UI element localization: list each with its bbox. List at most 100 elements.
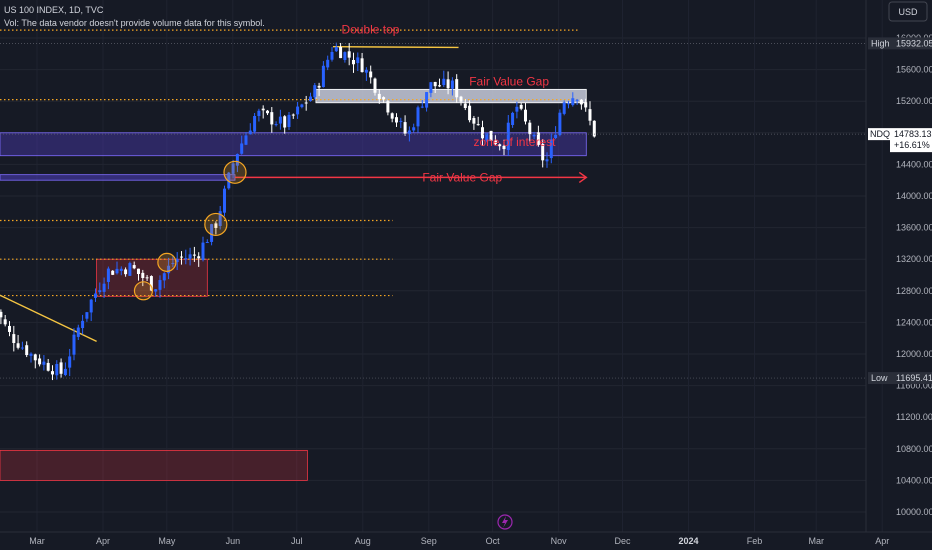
last-badge-symbol-bg: [868, 128, 890, 141]
time-tick-label: Dec: [614, 536, 631, 546]
candle: [214, 221, 218, 235]
candle: [158, 275, 162, 298]
time-tick-label: Aug: [355, 536, 371, 546]
candle: [81, 314, 85, 335]
price-tick-label: 11200.00: [896, 412, 932, 422]
annotations: Double top Fair Value Gap zone of interest…: [341, 22, 556, 184]
candle: [184, 249, 188, 265]
high-badge-label-bg: [868, 37, 894, 50]
candle: [115, 261, 119, 275]
last-badge-value-bg: [890, 128, 932, 153]
candle: [171, 255, 175, 268]
candle: [450, 77, 454, 96]
candle: [463, 99, 467, 111]
candle: [523, 102, 527, 125]
time-tick-label: 2024: [678, 536, 698, 546]
candle: [377, 89, 381, 104]
time-tick-label: May: [158, 536, 176, 546]
candle: [261, 105, 265, 119]
price-tick-label: 12000.00: [896, 349, 932, 359]
price-tick-label: 10000.00: [896, 507, 932, 517]
candle: [98, 282, 102, 295]
low-badge-label-bg: [868, 372, 894, 385]
candle: [554, 126, 558, 140]
candle: [334, 42, 338, 53]
candle: [287, 111, 291, 130]
candle: [455, 74, 459, 103]
candle: [218, 205, 222, 230]
candle: [425, 92, 429, 112]
time-axis[interactable]: Mar Apr May Jun Jul Aug Sep Oct Nov Dec 2024 Feb Mar…: [0, 531, 932, 546]
candle: [489, 130, 493, 142]
candle: [347, 42, 351, 66]
pivot-marker: [133, 281, 154, 301]
legend-symbol: US 100 INDEX, 1D, TVC: [4, 5, 104, 15]
candle: [575, 98, 579, 105]
currency-button[interactable]: USD: [888, 1, 928, 22]
time-tick-label: Mar: [29, 536, 45, 546]
candle: [519, 102, 523, 111]
candle: [403, 115, 407, 136]
candle: [25, 341, 29, 358]
pivot-marker: [204, 212, 228, 237]
fvg-lower-box: [0, 174, 236, 181]
trendline: [0, 294, 97, 342]
pivot-marker: [223, 160, 247, 184]
candle: [136, 268, 140, 281]
candles: [0, 42, 596, 381]
candle: [339, 42, 343, 59]
candle: [59, 358, 63, 378]
candle: [16, 334, 20, 350]
time-tick-label: Jul: [291, 536, 303, 546]
candle: [201, 236, 205, 262]
candle: [369, 65, 373, 84]
time-tick-label: Apr: [875, 536, 889, 546]
candle: [154, 288, 158, 297]
price-tick-label: 10800.00: [896, 444, 932, 454]
candle: [321, 61, 325, 88]
candle: [0, 309, 3, 325]
candle: [106, 266, 110, 290]
candle: [515, 101, 519, 119]
candle: [85, 312, 89, 322]
candle: [558, 109, 562, 137]
candle: [511, 111, 515, 128]
currency-label: USD: [898, 7, 918, 17]
candle: [351, 52, 355, 73]
candle: [429, 81, 433, 98]
candle: [528, 119, 532, 143]
candle: [89, 298, 93, 322]
candle: [592, 120, 596, 138]
candle: [317, 82, 321, 97]
candle: [7, 321, 11, 337]
candle: [420, 100, 424, 109]
zone-of-interest-box: [0, 132, 587, 157]
candle: [179, 251, 183, 265]
price-tick-label: 11600.00: [896, 381, 932, 391]
candle: [304, 95, 308, 111]
candle: [265, 109, 269, 116]
low-badge-value-bg: [894, 372, 932, 385]
candle: [128, 261, 132, 276]
candle: [433, 81, 437, 94]
low-badge-label: Low: [871, 373, 888, 383]
candle: [55, 360, 59, 380]
legend-volume-note: Vol: The data vendor doesn't provide vol…: [4, 18, 265, 28]
candle: [373, 77, 377, 96]
candle: [42, 355, 46, 371]
bolt-icon[interactable]: [497, 514, 513, 530]
last-badge-change: +16.61%: [894, 140, 930, 150]
candle: [240, 135, 244, 155]
candle: [222, 185, 226, 217]
candle: [437, 78, 441, 88]
candle: [270, 107, 274, 133]
candle: [12, 325, 16, 352]
candle: [541, 139, 545, 168]
fvg-upper-box: [315, 88, 587, 104]
time-tick-label: Oct: [486, 536, 501, 546]
candle: [407, 126, 411, 142]
candle: [536, 125, 540, 147]
last-badge-symbol: NDQ: [870, 129, 890, 139]
